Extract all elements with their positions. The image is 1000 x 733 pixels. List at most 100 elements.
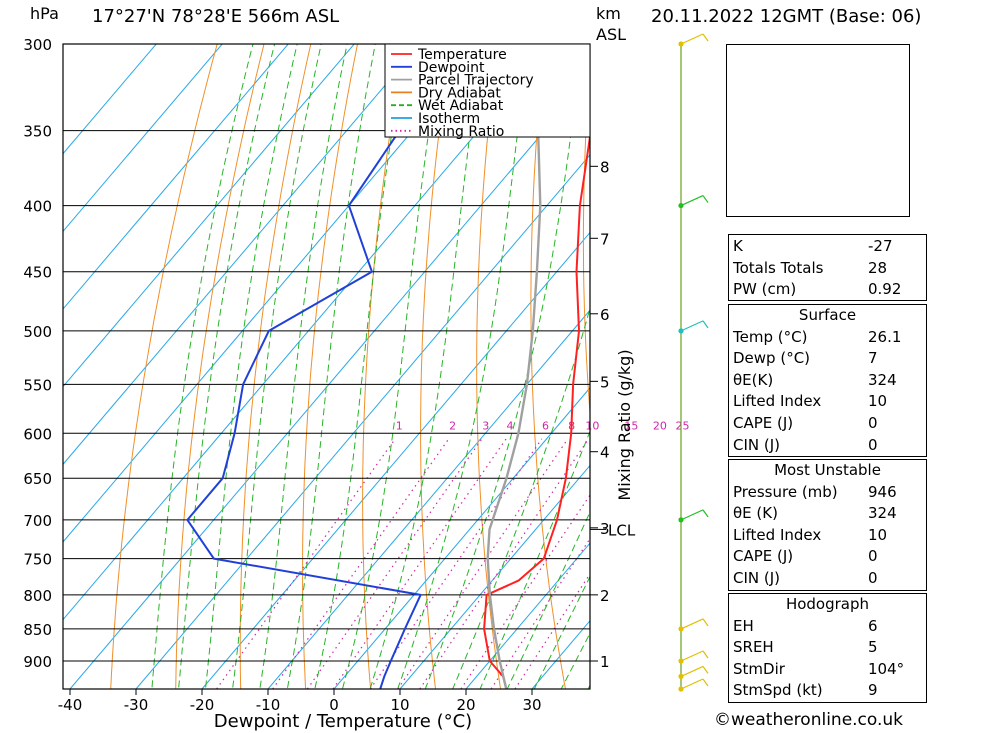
pressure-tick-label: 750	[23, 551, 52, 569]
isotherm-line	[465, 542, 590, 689]
dry-adiabat-line	[957, 0, 1000, 720]
wind-barb-flag	[702, 320, 709, 329]
mu-pressure-label: Pressure (mb)	[733, 482, 838, 501]
wet-adiabat-line	[341, 44, 443, 689]
wet-adiabat-line	[286, 44, 376, 689]
dry-adiabat-line	[175, 44, 265, 689]
surface-cin-label: CIN (J)	[733, 435, 781, 454]
surface-temp-value: 26.1	[868, 327, 902, 346]
height-unit-km: km	[596, 4, 621, 23]
wind-barb-flag	[702, 33, 709, 42]
wind-barb-flag	[702, 650, 709, 659]
wind-barb-shaft	[680, 509, 704, 521]
mixing-ratio-line	[490, 537, 590, 689]
indices-panel: K -27 Totals Totals 28 PW (cm) 0.92	[728, 234, 927, 301]
mu-li-label: Lifted Index	[733, 525, 822, 544]
isotherm-line	[333, 387, 590, 689]
pw-value: 0.92	[868, 280, 902, 299]
wet-adiabat-line	[178, 44, 276, 689]
height-tick-label: 7	[600, 230, 610, 248]
wet-adiabat-line	[369, 44, 483, 689]
pressure-tick-label: 700	[23, 512, 52, 530]
mu-pressure-value: 946	[868, 482, 897, 501]
pressure-unit: hPa	[30, 4, 59, 23]
wet-adiabat-line	[232, 44, 322, 689]
wind-profile	[678, 33, 709, 692]
wind-barb-flag	[702, 195, 709, 203]
hodograph-panel: Hodograph EH 6 SREH 5 StmDir 104° StmSpd (k…	[728, 593, 927, 703]
height-tick-label: 6	[600, 306, 610, 324]
surface-panel: Surface Temp (°C) 26.1 Dewp (°C) 7 θE(K) 32…	[728, 304, 927, 457]
wet-adiabat-line	[533, 575, 590, 689]
tt-label: Totals Totals	[733, 258, 824, 277]
mixing-ratio-label: 15	[624, 419, 638, 432]
dry-adiabat-line	[362, 44, 405, 689]
mixing-ratio-line	[272, 438, 450, 689]
pressure-tick-label: 500	[23, 323, 52, 341]
wet-adiabat-line	[424, 44, 584, 689]
wet-adiabat-line	[151, 44, 254, 689]
legend-label: Temperature	[417, 47, 507, 63]
height-tick-label: 1	[600, 653, 610, 671]
pw-label: PW (cm)	[733, 280, 797, 299]
mu-thetae-value: 324	[868, 504, 897, 523]
dry-adiabat-line	[110, 44, 218, 689]
mixing-ratio-label: 3	[482, 419, 489, 432]
legend-box	[384, 43, 591, 138]
height-tick-label: 3	[600, 520, 610, 538]
wind-barb-shaft	[680, 618, 704, 630]
surface-li-value: 10	[868, 392, 888, 411]
stmdir-value: 104°	[868, 659, 905, 678]
mu-cape-label: CAPE (J)	[733, 547, 794, 566]
pressure-tick-label: 900	[23, 653, 52, 671]
mixing-ratio-line	[397, 438, 569, 689]
isotherm-line	[63, 44, 157, 155]
isotherm-line	[69, 76, 590, 689]
surface-thetae-value: 324	[868, 370, 897, 389]
mu-title: Most Unstable	[774, 461, 881, 479]
wind-barb-flag	[702, 678, 709, 687]
wet-adiabat-line	[314, 44, 408, 689]
pressure-tick-label: 300	[23, 36, 52, 54]
wet-adiabat-line	[452, 306, 590, 689]
series-temperature	[483, 129, 590, 689]
isotherm-line	[63, 44, 355, 388]
wind-barb-shaft	[680, 320, 704, 332]
wind-barb-shaft	[680, 195, 704, 207]
height-tick-label: 4	[600, 444, 610, 462]
lcl-label: LCL	[608, 521, 636, 539]
wet-adiabat-line	[204, 44, 298, 689]
surface-title: Surface	[798, 306, 857, 324]
wind-barb-shaft	[680, 650, 704, 662]
surface-thetae-label: θE(K)	[733, 370, 774, 389]
stmspd-value: 9	[868, 681, 878, 700]
wind-level-dot	[678, 673, 684, 679]
dry-adiabat-line	[634, 0, 703, 720]
stmdir-label: StmDir	[733, 659, 785, 678]
hodograph-box	[726, 44, 910, 217]
height-tick-label: 8	[600, 158, 610, 176]
mixing-ratio-label: 10	[585, 419, 599, 432]
pressure-tick-label: 800	[23, 587, 52, 605]
surface-li-label: Lifted Index	[733, 392, 822, 411]
k-label: K	[733, 237, 743, 255]
surface-cin-value: 0	[868, 435, 878, 454]
temperature-tick-label: -20	[190, 696, 215, 714]
legend-label: Parcel Trajectory	[418, 73, 534, 89]
mixing-ratio-label: 2	[449, 419, 456, 432]
wind-level-dot	[678, 517, 684, 523]
plot-frame	[62, 43, 591, 690]
isotherm-line	[201, 231, 590, 689]
height-axis: 8 7 6 5 4 3 2 1 LCL	[590, 158, 636, 671]
series-parcel-trajectory	[486, 80, 542, 689]
mixing-ratio-axis-label: Mixing Ratio (g/kg)	[615, 349, 634, 500]
temperature-axis: -40 -30 -20 -10 0 10 20 30	[58, 689, 542, 714]
mixing-ratio-label: 25	[676, 419, 690, 432]
isotherm-line	[267, 309, 590, 689]
pressure-tick-label: 850	[23, 621, 52, 639]
copyright: ©weatheronline.co.uk	[714, 710, 904, 730]
temperature-tick-label: 0	[329, 696, 339, 714]
wind-level-dot	[678, 626, 684, 632]
eh-label: EH	[733, 616, 754, 635]
